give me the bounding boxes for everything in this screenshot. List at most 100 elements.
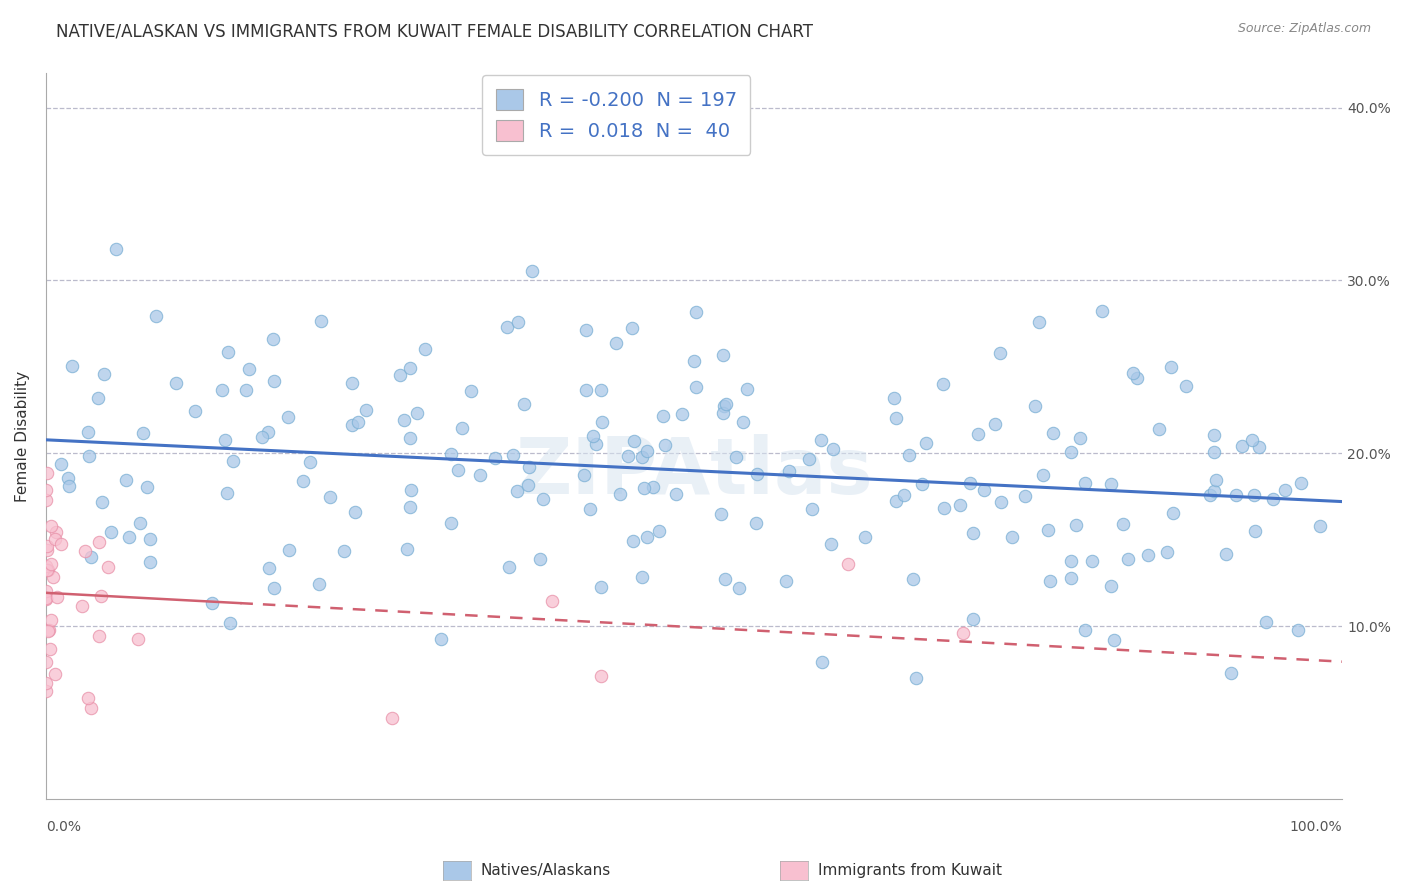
Point bbox=[131, 425, 153, 440]
Point bbox=[893, 488, 915, 502]
Point bbox=[823, 442, 845, 456]
Point bbox=[683, 354, 706, 368]
Point bbox=[429, 632, 451, 647]
Point bbox=[257, 425, 280, 439]
Point bbox=[1028, 315, 1050, 329]
Point bbox=[104, 242, 127, 256]
Point bbox=[115, 474, 138, 488]
Point bbox=[911, 477, 934, 491]
Point bbox=[87, 629, 110, 643]
Point bbox=[39, 557, 62, 571]
Point bbox=[1112, 516, 1135, 531]
Point bbox=[884, 494, 907, 508]
Point bbox=[591, 668, 613, 682]
Point bbox=[308, 577, 330, 591]
Point bbox=[75, 544, 97, 558]
Point bbox=[332, 544, 354, 558]
Point bbox=[1024, 400, 1046, 414]
Point bbox=[1309, 519, 1331, 533]
Point bbox=[319, 490, 342, 504]
Point bbox=[381, 711, 404, 725]
Point bbox=[354, 403, 377, 417]
Text: NATIVE/ALASKAN VS IMMIGRANTS FROM KUWAIT FEMALE DISABILITY CORRELATION CHART: NATIVE/ALASKAN VS IMMIGRANTS FROM KUWAIT… bbox=[56, 22, 813, 40]
Point bbox=[44, 533, 66, 547]
Point bbox=[90, 589, 112, 603]
Point bbox=[45, 525, 67, 540]
Point bbox=[49, 457, 72, 471]
Point bbox=[636, 530, 658, 544]
Point bbox=[460, 384, 482, 398]
Point bbox=[502, 449, 524, 463]
Point bbox=[508, 315, 530, 329]
Point bbox=[579, 501, 602, 516]
Point bbox=[90, 495, 112, 509]
Point bbox=[1161, 506, 1184, 520]
Point bbox=[222, 454, 245, 468]
Point bbox=[778, 464, 800, 478]
Point bbox=[713, 399, 735, 413]
Point bbox=[959, 476, 981, 491]
Point bbox=[747, 467, 769, 481]
Point bbox=[820, 537, 842, 551]
Point bbox=[506, 483, 529, 498]
Point bbox=[388, 368, 411, 383]
Point bbox=[278, 542, 301, 557]
Point bbox=[1149, 422, 1171, 436]
Point bbox=[399, 431, 422, 445]
Point bbox=[1175, 378, 1198, 392]
Point bbox=[35, 591, 58, 606]
Point bbox=[214, 434, 236, 448]
Point bbox=[520, 263, 543, 277]
Point bbox=[118, 531, 141, 545]
Point bbox=[79, 450, 101, 464]
Point bbox=[39, 518, 62, 533]
Point bbox=[853, 530, 876, 544]
Point bbox=[1032, 468, 1054, 483]
Point bbox=[35, 493, 58, 508]
Point bbox=[1286, 623, 1309, 637]
Point bbox=[797, 451, 820, 466]
Point bbox=[633, 481, 655, 495]
Point bbox=[39, 641, 62, 656]
Point bbox=[617, 449, 640, 463]
Point bbox=[496, 320, 519, 334]
Point bbox=[399, 500, 422, 514]
Point bbox=[219, 615, 242, 630]
Point bbox=[1001, 529, 1024, 543]
Point bbox=[1060, 571, 1083, 585]
Y-axis label: Female Disability: Female Disability bbox=[15, 370, 30, 501]
Point bbox=[1122, 366, 1144, 380]
Point bbox=[990, 494, 1012, 508]
Point bbox=[984, 417, 1007, 431]
Point bbox=[1291, 476, 1313, 491]
Text: 100.0%: 100.0% bbox=[1289, 820, 1343, 833]
Point bbox=[450, 421, 472, 435]
Point bbox=[35, 591, 58, 605]
Point bbox=[498, 560, 520, 574]
Point bbox=[973, 483, 995, 498]
Text: Natives/Alaskans: Natives/Alaskans bbox=[481, 863, 612, 878]
Point bbox=[1244, 524, 1267, 538]
Point bbox=[38, 624, 60, 638]
Point bbox=[343, 505, 366, 519]
Point bbox=[1014, 490, 1036, 504]
Point bbox=[1039, 574, 1062, 588]
Point bbox=[277, 409, 299, 424]
Point bbox=[340, 376, 363, 390]
Point bbox=[468, 467, 491, 482]
Point bbox=[49, 537, 72, 551]
Point bbox=[1160, 359, 1182, 374]
Point bbox=[1060, 554, 1083, 568]
Point bbox=[1091, 304, 1114, 318]
Point bbox=[1220, 666, 1243, 681]
Point bbox=[1116, 552, 1139, 566]
Point bbox=[238, 361, 260, 376]
Point bbox=[1059, 444, 1081, 458]
Point bbox=[35, 655, 58, 669]
Point bbox=[100, 525, 122, 540]
Point bbox=[56, 471, 79, 485]
Text: Source: ZipAtlas.com: Source: ZipAtlas.com bbox=[1237, 22, 1371, 36]
Point bbox=[1136, 549, 1159, 563]
Point bbox=[517, 478, 540, 492]
Point bbox=[127, 632, 149, 647]
